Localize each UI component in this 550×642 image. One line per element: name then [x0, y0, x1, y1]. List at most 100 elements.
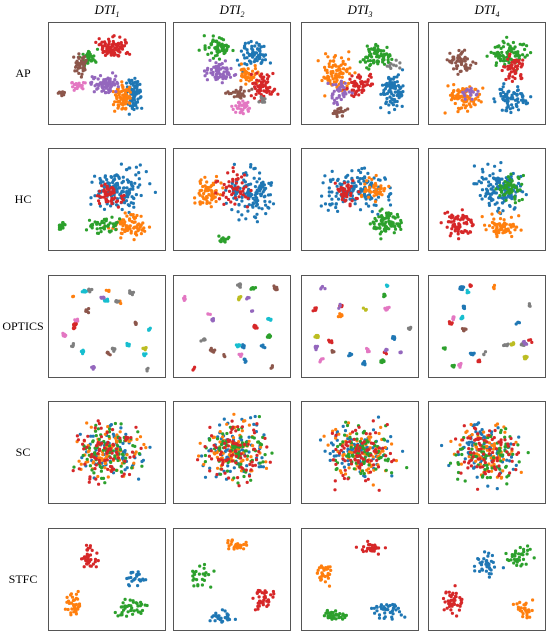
scatter-point — [365, 44, 369, 48]
scatter-point — [363, 80, 367, 84]
scatter-point — [120, 227, 124, 231]
scatter-point — [516, 451, 521, 455]
scatter-point — [93, 557, 98, 561]
scatter-point — [329, 568, 333, 572]
scatter-point — [474, 442, 478, 446]
scatter-point — [216, 466, 220, 470]
column-header-base: DTI — [474, 2, 496, 17]
scatter-point — [215, 472, 219, 477]
scatter-point — [343, 468, 347, 472]
scatter-point — [128, 218, 132, 222]
scatter-point — [501, 209, 505, 213]
scatter-point — [487, 572, 491, 576]
scatter-point — [118, 95, 122, 99]
scatter-point — [491, 447, 495, 451]
scatter-point — [229, 185, 234, 189]
scatter-point — [483, 550, 487, 554]
scatter-point — [120, 221, 124, 225]
scatter-point — [339, 314, 343, 318]
scatter-point — [75, 59, 79, 63]
scatter-point — [380, 54, 384, 58]
scatter-point — [116, 85, 120, 89]
scatter-point — [75, 86, 79, 91]
scatter-panel-sc-dti1 — [48, 401, 166, 504]
scatter-point — [519, 174, 523, 179]
scatter-point — [478, 436, 482, 440]
scatter-point — [239, 295, 243, 299]
scatter-point — [261, 600, 265, 604]
scatter-point — [373, 448, 377, 452]
scatter-point — [73, 318, 77, 322]
scatter-point — [77, 71, 81, 75]
scatter-point — [372, 58, 376, 62]
scatter-point — [345, 423, 350, 428]
scatter-point — [504, 77, 508, 82]
scatter-point — [80, 56, 85, 60]
scatter-point — [121, 102, 125, 106]
scatter-point — [118, 436, 122, 440]
scatter-point — [359, 471, 363, 476]
scatter-point — [335, 100, 339, 105]
scatter-point — [396, 89, 400, 93]
scatter-point — [377, 187, 381, 191]
scatter-point — [478, 430, 482, 434]
scatter-point — [214, 191, 218, 195]
scatter-point — [333, 98, 337, 102]
scatter-point — [505, 450, 509, 454]
scatter-point — [110, 465, 114, 469]
scatter-point — [448, 215, 452, 219]
scatter-point — [347, 81, 351, 85]
scatter-point — [510, 93, 514, 97]
scatter-point — [512, 224, 516, 228]
scatter-point — [78, 432, 82, 436]
scatter-point — [364, 187, 368, 191]
scatter-point — [369, 459, 373, 463]
scatter-point — [198, 564, 202, 568]
scatter-point — [336, 187, 340, 191]
scatter-point — [492, 436, 496, 440]
scatter-point — [129, 608, 133, 612]
scatter-point — [344, 198, 348, 202]
scatter-point — [348, 202, 352, 206]
scatter-point — [334, 609, 338, 613]
scatter-point — [503, 435, 507, 439]
scatter-point — [234, 177, 238, 182]
scatter-point — [266, 77, 270, 81]
scatter-point — [443, 347, 447, 351]
scatter-point — [489, 456, 493, 460]
scatter-point — [250, 87, 254, 91]
column-header-1: DTI1 — [47, 0, 167, 20]
scatter-point — [253, 67, 257, 71]
scatter-point — [127, 89, 131, 93]
scatter-point — [73, 326, 77, 330]
scatter-point — [356, 85, 361, 89]
scatter-point — [93, 194, 97, 198]
scatter-point — [525, 44, 529, 48]
scatter-point — [105, 430, 109, 435]
scatter-point — [513, 201, 517, 205]
scatter-point — [202, 338, 206, 342]
scatter-point — [461, 316, 465, 320]
scatter-point — [249, 78, 253, 82]
scatter-point — [370, 543, 374, 547]
scatter-point — [366, 448, 370, 452]
scatter-point — [97, 37, 101, 41]
scatter-point — [196, 458, 200, 462]
scatter-point — [247, 59, 252, 63]
scatter-point — [106, 351, 110, 355]
scatter-point — [122, 186, 126, 190]
scatter-point — [112, 443, 116, 447]
scatter-point — [86, 311, 91, 315]
scatter-point — [371, 428, 376, 432]
scatter-point — [57, 227, 61, 231]
scatter-point — [338, 612, 342, 616]
scatter-point — [514, 463, 518, 467]
scatter-panel-optics-dti2 — [173, 275, 291, 378]
scatter-point — [465, 216, 469, 220]
scatter-point — [347, 455, 351, 459]
scatter-point — [512, 91, 516, 95]
scatter-point — [347, 90, 351, 94]
scatter-point — [251, 444, 255, 448]
scatter-point — [96, 441, 100, 445]
scatter-point — [463, 479, 467, 483]
